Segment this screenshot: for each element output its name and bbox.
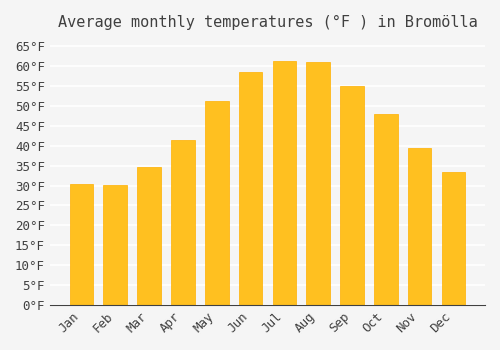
Bar: [340, 86, 364, 305]
Bar: [171, 140, 194, 305]
Bar: [104, 185, 127, 305]
Title: Average monthly temperatures (°F ) in Bromölla: Average monthly temperatures (°F ) in Br…: [58, 15, 478, 30]
Bar: [205, 101, 229, 305]
Bar: [238, 72, 262, 305]
Bar: [442, 173, 465, 305]
Bar: [272, 61, 296, 305]
Bar: [374, 114, 398, 305]
Bar: [408, 148, 432, 305]
Bar: [306, 62, 330, 305]
Bar: [70, 183, 94, 305]
Bar: [138, 167, 161, 305]
